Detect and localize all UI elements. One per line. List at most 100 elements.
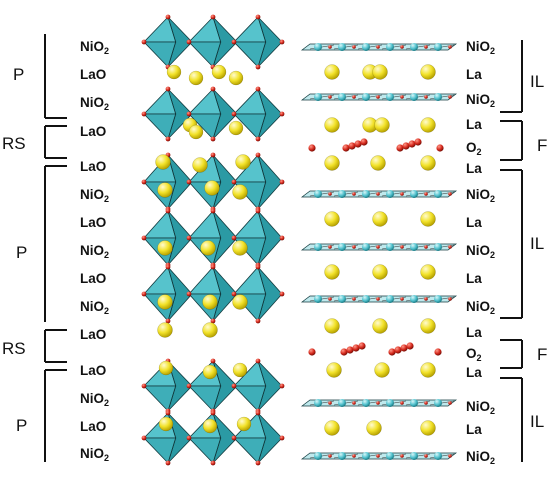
octahedron-edge [167,41,176,68]
oxygen-atom [436,144,444,152]
nio6-octahedron [186,86,240,142]
oxygen-atom [394,346,402,354]
oxygen-atom [448,245,452,249]
infinite-layer-group [300,43,458,460]
oxygen-atom [279,291,285,297]
la-atom [420,155,436,171]
octahedron-edge [257,88,266,115]
oxygen-atom [165,318,171,324]
ni-atom [386,243,394,251]
oxygen-atom [408,140,416,148]
ni-atom [386,452,394,460]
la-atom [372,264,388,280]
oxygen-atom [352,401,356,405]
la-atom [232,294,248,310]
ni-atom [362,43,370,51]
nio6-octahedron [141,14,195,70]
la-atom [157,322,173,338]
octahedron-edge [212,88,221,115]
oxygen-atom [328,245,332,249]
octahedron-edge [212,41,221,68]
la-atom [202,294,218,310]
oxygen-atom [210,152,216,158]
oxygen-atom [279,111,285,117]
ni-atom [362,399,370,407]
ni-atom [410,190,418,198]
right-layer-label: La [466,215,482,230]
la-atom [420,64,436,80]
la-atom [324,264,340,280]
oxygen-atom [255,264,261,270]
oxygen-atom [424,454,428,458]
ni-atom [362,93,370,101]
oxygen-atom [400,192,404,196]
oxygen-atom [448,45,452,49]
oxygen-atom [255,318,261,324]
oxygen-atom [342,144,350,152]
ni-atom [434,399,442,407]
la-atom [232,184,248,200]
nio6-octahedron [231,208,285,268]
la-atom [370,155,386,171]
ni-atom [386,43,394,51]
la-atom [157,182,173,198]
ni-atom [434,190,442,198]
la-atom [232,240,248,256]
la-atom [372,211,388,227]
octahedron-edge [167,437,176,464]
oxygen-atom [165,264,171,270]
la-atom [420,211,436,227]
block-label-perovskite: P [16,243,28,262]
oxygen-atom [186,435,192,441]
oxygen-atom [352,95,356,99]
la-atom [374,117,390,133]
right-layer-label: NiO2 [466,187,496,204]
octahedron-edge [212,437,221,464]
oxygen-atom [210,208,216,214]
oxygen-atom [231,383,237,389]
oxygen-atom [358,342,366,350]
oxygen-atom [141,235,147,241]
nio2-plane [300,190,458,198]
oxygen-atom [210,358,216,364]
octahedron-edge [167,237,176,266]
oxygen-atom [165,460,171,466]
ni-atom [434,43,442,51]
octahedron-edge [257,16,266,43]
oxygen-atom [328,45,332,49]
oxygen-atom [255,152,261,158]
left-layer-label: LaO [80,67,107,82]
rocksalt-bracket [44,329,67,363]
right-layer-label: NiO2 [466,399,496,416]
la-atom [372,64,388,80]
octahedron-edge [257,412,266,439]
oxygen-atom [352,297,356,301]
ni-atom [434,243,442,251]
oxygen-atom [279,383,285,389]
ni-atom [386,399,394,407]
octahedron-edge [212,113,221,140]
octahedron-edge [257,113,266,140]
octahedron-edge [212,154,221,183]
ni-atom [434,93,442,101]
block-label-perovskite: P [16,416,28,435]
oxygen-atom [255,14,261,20]
left-layer-label: NiO2 [80,299,110,316]
octahedron-edge [257,385,266,412]
nio6-octahedron [186,14,240,70]
oxygen-atom [376,245,380,249]
la-atom [324,117,340,133]
right-layer-label: La [466,422,482,437]
block-label-rocksalt: RS [2,339,26,358]
ni-atom [362,452,370,460]
octahedron-edge [257,293,266,322]
ni-atom [410,295,418,303]
oxygen-atom [165,136,171,142]
oxygen-atom [396,144,404,152]
oxygen-atom [231,435,237,441]
ni-atom [410,452,418,460]
oxygen-atom [448,297,452,301]
oxygen-atom [424,297,428,301]
oxygen-atom [400,297,404,301]
